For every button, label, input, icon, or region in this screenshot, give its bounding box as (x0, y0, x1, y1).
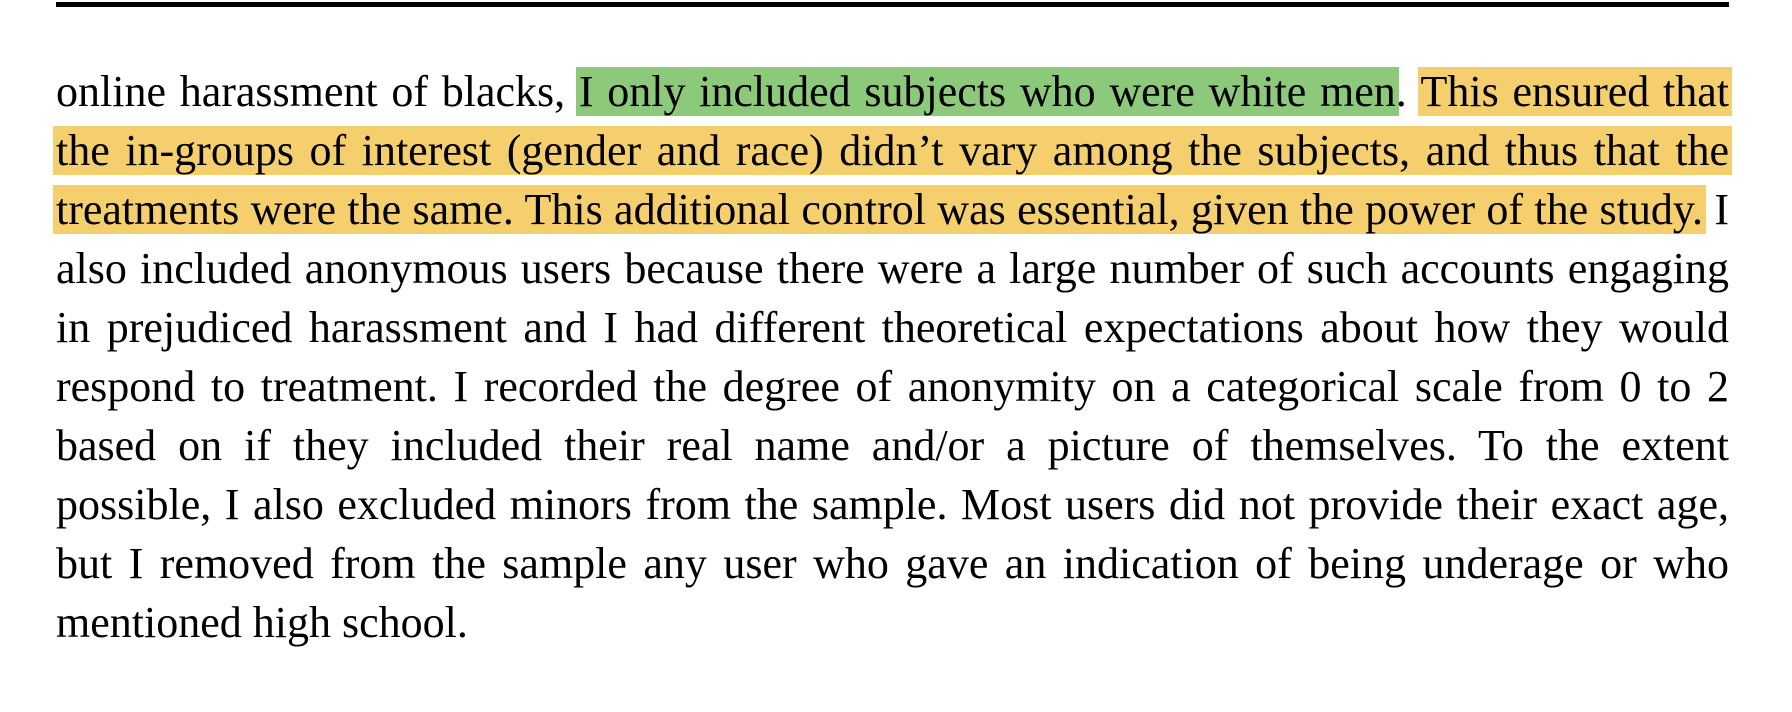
body-paragraph: online harassment of blacks, I only incl… (53, 62, 1732, 652)
paragraph-rest: I also included anonymous users because … (56, 185, 1729, 647)
top-rule (56, 2, 1729, 7)
paragraph-lead: online harassment of blacks, (56, 67, 579, 116)
paragraph-period: . (1395, 67, 1421, 116)
green-highlight[interactable]: I only included subjects who were white … (575, 67, 1399, 116)
